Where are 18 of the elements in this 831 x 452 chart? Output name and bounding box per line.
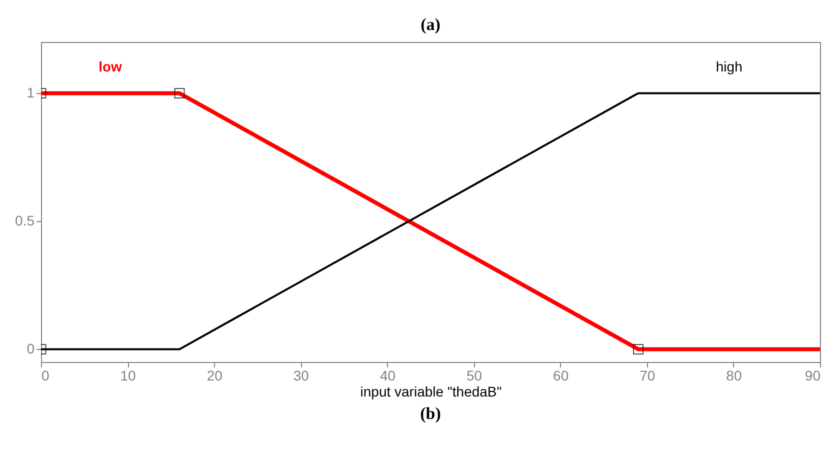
x-tick-label: 10 <box>120 368 136 384</box>
series-label: low <box>98 58 122 75</box>
x-tick-label: 50 <box>466 368 482 384</box>
x-tick-label: 80 <box>726 368 742 384</box>
x-tick-label: 90 <box>804 368 821 384</box>
x-tick-label: 20 <box>206 368 223 384</box>
x-tick-label: 30 <box>293 368 310 384</box>
x-axis-title: input variable "thedaB" <box>360 384 502 400</box>
y-tick-label: 0 <box>26 340 35 357</box>
x-tick-label: 0 <box>42 368 50 384</box>
x-tick-label: 70 <box>640 368 656 384</box>
y-tick-label: 0.5 <box>15 212 35 229</box>
series-label: high <box>716 58 742 75</box>
y-tick-label: 1 <box>26 84 35 101</box>
x-tick-label: 60 <box>553 368 569 384</box>
x-tick-label: 40 <box>380 368 396 384</box>
text: (b) <box>420 404 441 423</box>
text: (a) <box>420 15 440 34</box>
